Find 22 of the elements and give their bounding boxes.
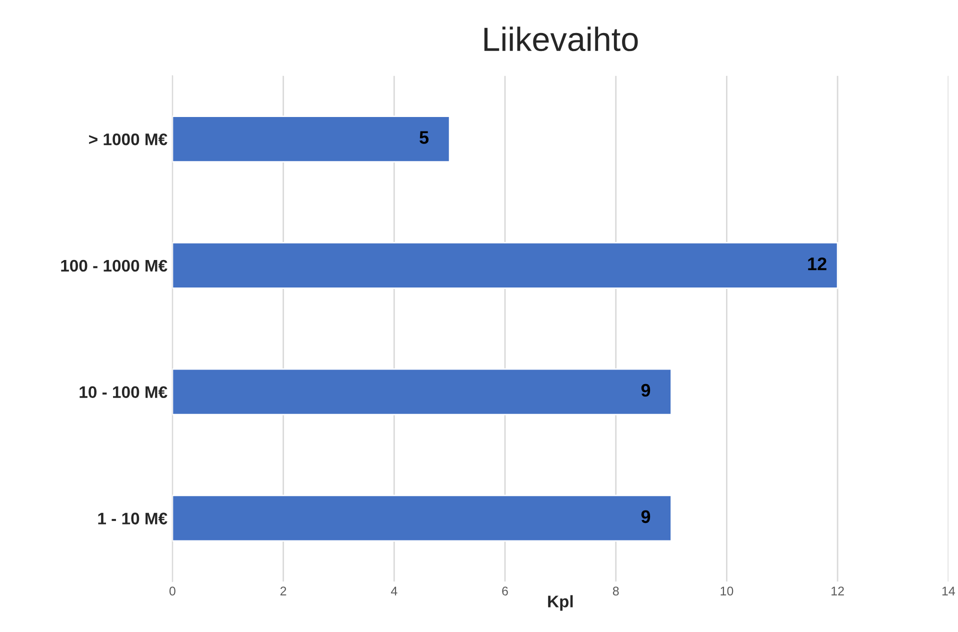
x-axis-title: Kpl xyxy=(548,595,573,611)
data-label: 9 xyxy=(641,510,650,524)
y-tick-label: 10 - 100 M€ xyxy=(80,386,168,398)
bar xyxy=(172,494,672,542)
x-tick-label: 14 xyxy=(942,586,956,596)
x-tick-label: 6 xyxy=(502,586,508,596)
x-tick-label: 10 xyxy=(720,586,734,596)
bar xyxy=(172,242,838,289)
y-tick-label: 100 - 1000 M€ xyxy=(61,260,168,272)
chart-title: Liikevaihto xyxy=(484,26,638,52)
x-tick-label: 8 xyxy=(612,586,619,596)
data-label: 5 xyxy=(420,131,429,144)
x-tick-label: 4 xyxy=(390,586,398,596)
bar xyxy=(172,368,672,416)
x-tick-label: 2 xyxy=(280,586,286,596)
data-label: 12 xyxy=(808,258,826,270)
y-tick-label: > 1000 M€ xyxy=(89,133,168,146)
x-tick-label: 0 xyxy=(169,586,176,596)
y-tick-label: 1 - 10 M€ xyxy=(98,512,168,524)
bar xyxy=(172,116,450,162)
data-label: 9 xyxy=(641,384,650,397)
x-tick-label: 12 xyxy=(832,586,844,596)
